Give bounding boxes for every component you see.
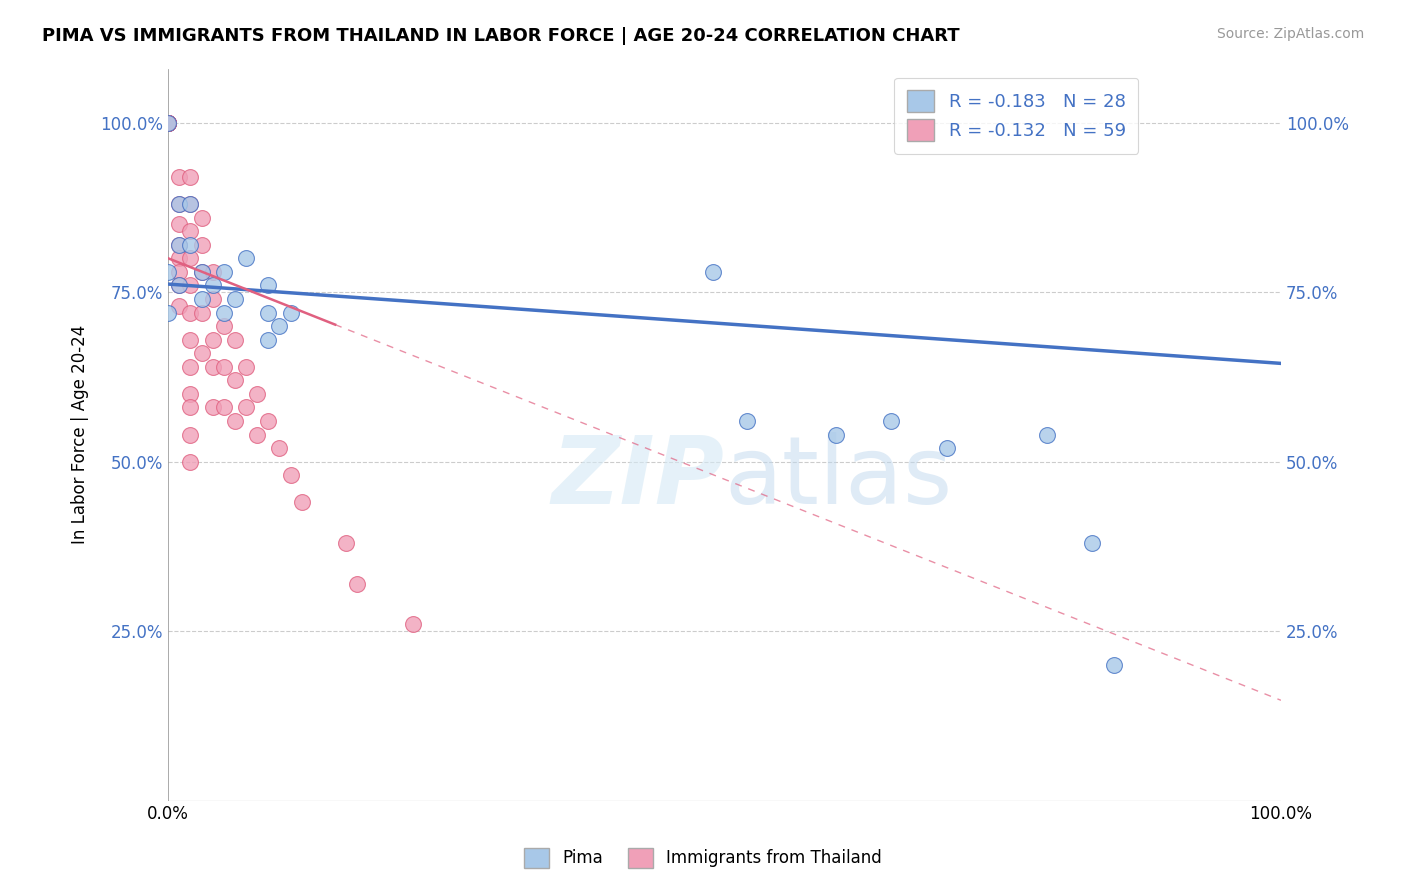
Point <box>824 427 846 442</box>
Point <box>291 495 314 509</box>
Point <box>169 218 191 232</box>
Point <box>201 333 224 347</box>
Point <box>201 359 224 374</box>
Point <box>269 441 291 455</box>
Point <box>201 278 224 293</box>
Point <box>201 401 224 415</box>
Point <box>169 237 191 252</box>
Point <box>179 224 201 238</box>
Point <box>1081 536 1104 550</box>
Point <box>190 305 212 319</box>
Point <box>169 169 191 184</box>
Point <box>257 305 280 319</box>
Point <box>179 305 201 319</box>
Point <box>936 441 959 455</box>
Point <box>157 116 180 130</box>
Point <box>257 278 280 293</box>
Point <box>190 346 212 360</box>
Point <box>402 617 425 632</box>
Point <box>224 333 246 347</box>
Point <box>190 292 212 306</box>
Point <box>179 169 201 184</box>
Point <box>280 305 302 319</box>
Point <box>190 265 212 279</box>
Point <box>179 252 201 266</box>
Point <box>157 116 180 130</box>
Point <box>212 305 235 319</box>
Point <box>179 455 201 469</box>
Point <box>179 197 201 211</box>
Point <box>157 116 180 130</box>
Point <box>735 414 758 428</box>
Point <box>335 536 357 550</box>
Point <box>201 265 224 279</box>
Y-axis label: In Labor Force | Age 20-24: In Labor Force | Age 20-24 <box>72 325 89 544</box>
Point <box>157 116 180 130</box>
Point <box>169 278 191 293</box>
Point <box>179 427 201 442</box>
Point <box>157 116 180 130</box>
Point <box>169 252 191 266</box>
Point <box>212 265 235 279</box>
Point <box>169 299 191 313</box>
Point <box>246 427 269 442</box>
Text: ZIP: ZIP <box>551 433 724 524</box>
Point <box>702 265 724 279</box>
Point <box>257 414 280 428</box>
Text: PIMA VS IMMIGRANTS FROM THAILAND IN LABOR FORCE | AGE 20-24 CORRELATION CHART: PIMA VS IMMIGRANTS FROM THAILAND IN LABO… <box>42 27 960 45</box>
Point <box>190 265 212 279</box>
Point <box>157 116 180 130</box>
Point <box>1102 658 1125 673</box>
Text: atlas: atlas <box>724 433 953 524</box>
Point <box>269 319 291 334</box>
Point <box>157 116 180 130</box>
Point <box>224 292 246 306</box>
Legend: R = -0.183   N = 28, R = -0.132   N = 59: R = -0.183 N = 28, R = -0.132 N = 59 <box>894 78 1139 154</box>
Point <box>179 333 201 347</box>
Point <box>212 401 235 415</box>
Point <box>157 116 180 130</box>
Point <box>190 211 212 225</box>
Point <box>157 305 180 319</box>
Point <box>157 116 180 130</box>
Point <box>224 414 246 428</box>
Point <box>179 278 201 293</box>
Legend: Pima, Immigrants from Thailand: Pima, Immigrants from Thailand <box>517 841 889 875</box>
Point <box>179 237 201 252</box>
Point <box>346 576 368 591</box>
Point <box>157 116 180 130</box>
Point <box>179 401 201 415</box>
Point <box>224 373 246 387</box>
Text: Source: ZipAtlas.com: Source: ZipAtlas.com <box>1216 27 1364 41</box>
Point <box>280 468 302 483</box>
Point <box>212 359 235 374</box>
Point <box>880 414 903 428</box>
Point <box>179 359 201 374</box>
Point <box>201 292 224 306</box>
Point <box>169 278 191 293</box>
Point <box>157 116 180 130</box>
Point <box>157 265 180 279</box>
Point <box>246 387 269 401</box>
Point <box>212 319 235 334</box>
Point <box>235 401 257 415</box>
Point <box>169 197 191 211</box>
Point <box>1036 427 1059 442</box>
Point <box>169 197 191 211</box>
Point <box>257 333 280 347</box>
Point <box>235 252 257 266</box>
Point <box>169 237 191 252</box>
Point <box>157 116 180 130</box>
Point <box>190 237 212 252</box>
Point <box>169 265 191 279</box>
Point <box>179 197 201 211</box>
Point <box>157 116 180 130</box>
Point <box>235 359 257 374</box>
Point <box>179 387 201 401</box>
